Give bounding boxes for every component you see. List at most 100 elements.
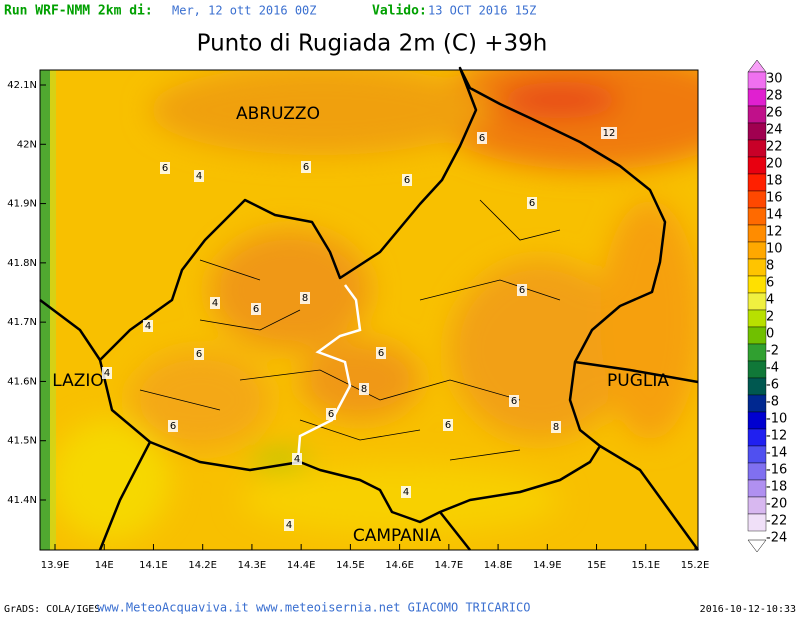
- contour-label-bg: [160, 162, 170, 174]
- lon-tick-label: 15.2E: [681, 560, 710, 571]
- boundaries: [39, 66, 700, 551]
- lat-tick-label: 41.7N: [7, 317, 37, 328]
- footer-right: 2016-10-12-10:33: [700, 604, 796, 615]
- map-frame: [39, 69, 699, 551]
- contour-label: 6: [162, 163, 168, 174]
- contour-label: 4: [104, 368, 110, 379]
- contour-label: 6: [511, 396, 517, 407]
- footer-left: GrADS: COLA/IGES: [4, 604, 100, 615]
- contour-label-bg: [210, 297, 220, 309]
- contour-label-bg: [527, 197, 537, 209]
- contour-label-bg: [194, 348, 204, 360]
- colorbar-label: -2: [766, 344, 779, 359]
- contour-label-bg: [194, 170, 204, 182]
- region-label: PUGLIA: [607, 371, 669, 391]
- contour-label: 8: [361, 384, 367, 395]
- contour-label: 4: [145, 321, 151, 332]
- colorbar-label: -20: [766, 497, 787, 512]
- contour-label: 6: [170, 421, 176, 432]
- region-label: LAZIO: [52, 371, 104, 391]
- contour-label-bg: [376, 347, 386, 359]
- colorbar-label: -16: [766, 463, 787, 478]
- colorbar-segment: [747, 275, 767, 294]
- contour-label-bg: [301, 161, 311, 173]
- colorbar-label: 14: [766, 208, 783, 223]
- colorbar-segment: [747, 377, 767, 396]
- colorbar-label: 26: [766, 106, 783, 121]
- colorbar-segment: [747, 122, 767, 141]
- contour-label-bg: [401, 486, 411, 498]
- lat-tick-label: 41.5N: [7, 436, 37, 447]
- colorbar-label: 20: [766, 157, 783, 172]
- contour-label-bg: [251, 303, 261, 315]
- colorbar-segment: [747, 258, 767, 277]
- lat-tick-label: 41.8N: [7, 258, 37, 269]
- contour-label-bg: [143, 320, 153, 332]
- colorbar-segment: [747, 479, 767, 498]
- lat-tick-label: 42.1N: [7, 80, 37, 91]
- contour-label: 4: [294, 454, 300, 465]
- map-title: Punto di Rugiada 2m (C) +39h: [197, 31, 548, 57]
- lon-tick-label: 14.3E: [238, 560, 267, 571]
- contour-label: 6: [529, 198, 535, 209]
- contour-label: 6: [445, 420, 451, 431]
- lat-tick-label: 41.6N: [7, 376, 37, 387]
- colorbar-label: 0: [766, 327, 774, 342]
- contour-label: 6: [479, 133, 485, 144]
- run-label: Run WRF-NMM 2km di:: [4, 4, 153, 19]
- run-date: Mer, 12 ott 2016 00Z: [172, 4, 317, 18]
- lon-tick-label: 14.5E: [336, 560, 365, 571]
- colorbar-label: 28: [766, 89, 783, 104]
- contour-label-bg: [102, 367, 112, 379]
- colorbar-segment: [747, 241, 767, 260]
- lon-tick-label: 14.2E: [188, 560, 217, 571]
- contour-label: 6: [303, 162, 309, 173]
- colorbar-segment: [747, 445, 767, 464]
- contour-label-bg: [551, 421, 561, 433]
- contour-label: 6: [519, 285, 525, 296]
- contour-label-bg: [359, 383, 369, 395]
- contour-label: 6: [404, 175, 410, 186]
- contour-label-bg: [168, 420, 178, 432]
- lon-tick-label: 14.1E: [139, 560, 168, 571]
- contour-label: 6: [378, 348, 384, 359]
- colorbar-label: -22: [766, 514, 787, 529]
- contour-label-bg: [601, 127, 617, 139]
- colorbar-label: 2: [766, 310, 774, 325]
- lat-tick-label: 41.4N: [7, 495, 37, 506]
- valid-label: Valido:: [372, 4, 427, 19]
- colorbar-segment: [747, 190, 767, 209]
- lon-tick-label: 14.6E: [385, 560, 414, 571]
- colorbar-label: -8: [766, 395, 779, 410]
- contour-label: 8: [302, 293, 308, 304]
- lon-tick-label: 14.9E: [533, 560, 562, 571]
- contour-label: 8: [553, 422, 559, 433]
- colorbar-segment: [747, 360, 767, 379]
- contour-label-bg: [292, 453, 302, 465]
- colorbar-label: 18: [766, 174, 783, 189]
- colorbar-segment: [747, 343, 767, 362]
- lat-tick-label: 41.9N: [7, 199, 37, 210]
- footer-center: www.MeteoAcquaviva.it www.meteoisernia.n…: [97, 601, 530, 615]
- colorbar-segment: [747, 411, 767, 430]
- colorbar-segment: [747, 326, 767, 345]
- colorbar-segment: [747, 292, 767, 311]
- colorbar-label: 4: [766, 293, 774, 308]
- lon-tick-label: 13.9E: [41, 560, 70, 571]
- colorbar-label: 12: [766, 225, 783, 240]
- contour-label: 6: [196, 349, 202, 360]
- colorbar-label: -18: [766, 480, 787, 495]
- lon-tick-label: 14.4E: [287, 560, 316, 571]
- lon-tick-label: 14.7E: [435, 560, 464, 571]
- region-label: CAMPANIA: [353, 526, 442, 546]
- contour-label: 6: [253, 304, 259, 315]
- colorbar-segment: [747, 105, 767, 124]
- lat-tick-label: 42N: [17, 139, 37, 150]
- contour-label: 6: [328, 409, 334, 420]
- colorbar-segment: [747, 224, 767, 243]
- colorbar-segment: [747, 496, 767, 515]
- contour-label: 4: [212, 298, 218, 309]
- contour-label-bg: [509, 395, 519, 407]
- colorbar-label: -4: [766, 361, 779, 376]
